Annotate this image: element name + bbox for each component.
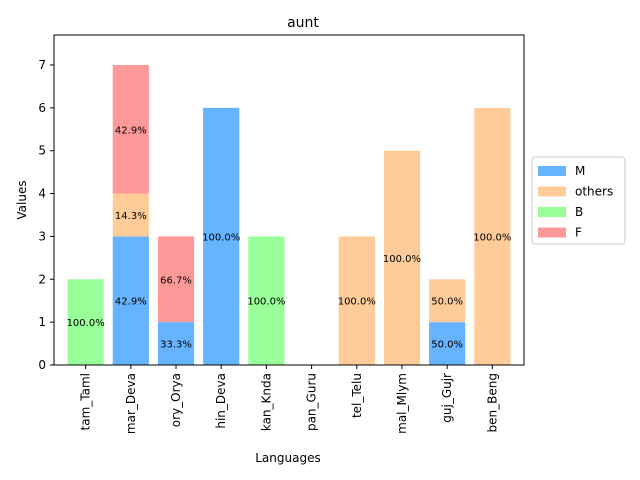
data-labels-layer: 100.0% 42.9% 14.3% 42.9% 33.3% 66.7% 100.0% 100… <box>67 125 512 350</box>
data-label-ben_Beng-others: 100.0% <box>473 232 511 243</box>
y-tick-label: 3 <box>38 229 46 243</box>
data-label-ory_Orya-M: 33.3% <box>160 340 192 351</box>
data-label-guj_Gujr-others: 50.0% <box>431 297 463 308</box>
bar-ory_Orya-F <box>157 236 195 323</box>
bar-kan_Knda-B <box>248 236 285 365</box>
x-tick-label-ory_Orya: ory_Orya <box>169 373 183 427</box>
x-tick-label-mal_Mlym: mal_Mlym <box>395 373 409 434</box>
data-label-mal_Mlym-others: 100.0% <box>383 254 421 265</box>
data-label-mar_Deva-F: 42.9% <box>115 125 147 136</box>
data-label-guj_Gujr-M: 50.0% <box>431 340 463 351</box>
y-axis-title: Values <box>15 180 29 219</box>
data-label-mar_Deva-others: 14.3% <box>115 211 147 222</box>
legend-label-others: others <box>575 185 613 199</box>
x-tick-label-tam_Taml: tam_Taml <box>79 373 93 430</box>
data-label-tel_Telu-others: 100.0% <box>338 297 376 308</box>
bar-tam_Taml-B <box>67 279 104 365</box>
legend-swatch-F <box>538 227 566 238</box>
y-tick-label: 4 <box>38 187 46 201</box>
x-axis: tam_Taml mar_Deva ory_Orya hin_Deva kan_Knda… <box>79 365 499 434</box>
legend-box <box>531 156 626 245</box>
bar-guj_Gujr-others <box>429 279 466 323</box>
bar-mar_Deva-M <box>112 236 149 365</box>
x-tick-label-tel_Telu: tel_Telu <box>350 373 364 418</box>
bar-hin_Deva-M <box>203 107 240 365</box>
legend-swatch-others <box>538 186 566 197</box>
bar-tel_Telu-others <box>338 236 375 365</box>
bar-ben_Beng-others <box>474 107 511 365</box>
x-tick-label-ben_Beng: ben_Beng <box>485 373 499 432</box>
chart-title: aunt <box>287 15 319 31</box>
y-tick-label: 6 <box>38 101 46 115</box>
data-label-mar_Deva-M: 42.9% <box>115 297 147 308</box>
bar-mal_Mlym-others <box>383 150 421 365</box>
bar-mar_Deva-F <box>112 65 149 194</box>
data-label-kan_Knda-B: 100.0% <box>247 297 285 308</box>
x-axis-title: Languages <box>255 451 320 465</box>
legend-label-F: F <box>575 226 582 240</box>
y-tick-label: 0 <box>38 358 46 372</box>
y-tick-label: 5 <box>38 144 46 158</box>
x-tick-label-pan_Guru: pan_Guru <box>305 373 319 431</box>
legend-label-M: M <box>575 164 585 178</box>
bar-guj_Gujr-M <box>429 322 466 365</box>
data-label-hin_Deva-M: 100.0% <box>202 232 240 243</box>
data-label-tam_Taml-B: 100.0% <box>67 318 105 329</box>
y-tick-label: 1 <box>38 315 46 329</box>
bar-ory_Orya-M <box>157 322 195 365</box>
y-tick-label: 2 <box>38 272 46 286</box>
legend-swatch-M <box>538 166 566 176</box>
bars-layer <box>67 65 511 365</box>
plot-frame <box>53 34 525 366</box>
x-tick-label-kan_Knda: kan_Knda <box>259 373 273 431</box>
x-tick-label-mar_Deva: mar_Deva <box>124 373 138 434</box>
bar-mar_Deva-others <box>112 193 149 237</box>
x-tick-label-hin_Deva: hin_Deva <box>214 373 228 429</box>
x-tick-label-guj_Gujr: guj_Gujr <box>440 373 454 423</box>
legend-swatch-B <box>538 207 566 217</box>
data-label-ory_Orya-F: 66.7% <box>160 275 192 286</box>
y-tick-label: 7 <box>38 58 46 72</box>
y-axis: 0 1 2 3 4 5 6 7 <box>38 58 54 372</box>
legend-label-B: B <box>575 205 583 219</box>
